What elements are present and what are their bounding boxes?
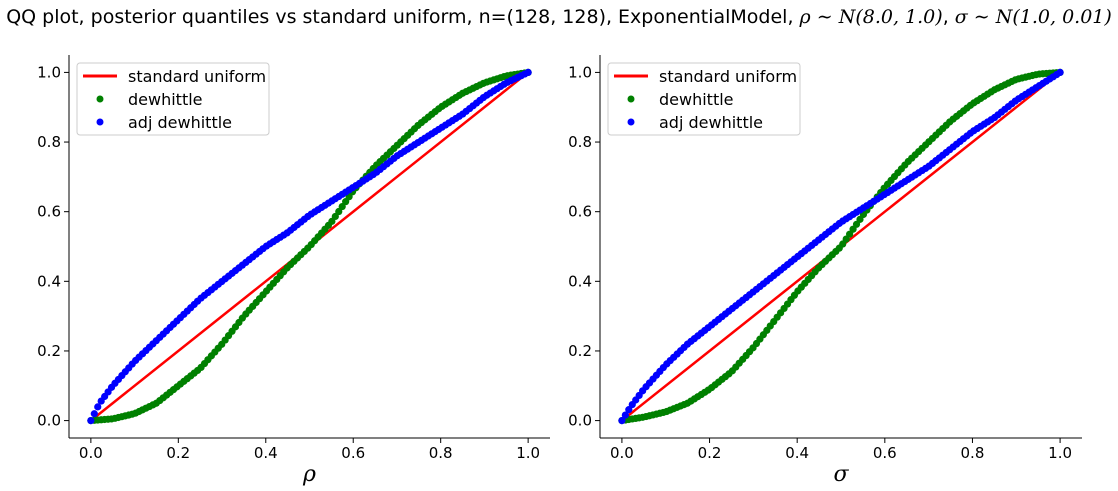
series-layer <box>87 68 532 425</box>
legend-entry-label: standard uniform <box>128 67 266 86</box>
x-tick-label: 0.6 <box>873 444 897 462</box>
legend-swatch-marker <box>96 118 104 126</box>
series-dewhittle <box>87 68 532 425</box>
x-tick-label: 0.8 <box>429 444 453 462</box>
legend-entry-label: dewhittle <box>659 90 734 109</box>
y-tick-label: 0.4 <box>37 272 61 290</box>
legend-entry-label: dewhittle <box>128 90 203 109</box>
x-tick-label: 0.0 <box>610 444 634 462</box>
panel-2: 0.0 0.2 0.4 0.6 0.8 1.0 0.0 0.2 0.4 0.6 0.8 1.0 σ sta… <box>568 55 1082 487</box>
x-tick-label: 1.0 <box>1048 444 1072 462</box>
legend-frame <box>76 62 270 136</box>
figure-title: QQ plot, posterior quantiles vs standard… <box>0 6 1118 28</box>
y-tick-label: 0.8 <box>568 133 592 151</box>
title-separator: , <box>942 6 955 28</box>
x-tick-label: 0.8 <box>961 444 985 462</box>
x-tick-label: 0.4 <box>785 444 809 462</box>
x-tick-label: 0.6 <box>341 444 365 462</box>
legend-swatch-marker <box>627 95 635 103</box>
y-tick-label: 0.0 <box>37 412 61 430</box>
data-point <box>621 411 629 419</box>
legend: standard uniform dewhittle adj dewhittle <box>76 62 270 136</box>
y-tick-label: 0.6 <box>568 203 592 221</box>
x-axis-label: ρ <box>302 462 316 487</box>
y-tick-label: 0.2 <box>37 342 61 360</box>
data-point <box>90 410 98 418</box>
legend-swatch-marker <box>627 118 635 126</box>
y-tick-label: 1.0 <box>568 63 592 81</box>
y-tick-label: 0.4 <box>568 272 592 290</box>
data-point <box>87 416 95 425</box>
legend-entry-label: standard uniform <box>659 67 797 86</box>
title-prefix: QQ plot, posterior quantiles vs standard… <box>6 6 800 28</box>
y-tick-label: 0.8 <box>37 133 61 151</box>
x-tick-label: 0.2 <box>698 444 722 462</box>
y-tick-label: 0.0 <box>568 412 592 430</box>
data-point <box>524 68 532 77</box>
legend-swatch-marker <box>96 95 104 103</box>
title-rho-prior: ρ ∼ N(8.0, 1.0) <box>799 6 943 28</box>
x-tick-label: 0.4 <box>254 444 278 462</box>
data-point <box>1056 68 1064 77</box>
legend: standard uniform dewhittle adj dewhittle <box>607 62 801 136</box>
x-axis-label: σ <box>833 462 849 487</box>
data-point <box>618 416 626 425</box>
legend-entry-label: adj dewhittle <box>128 113 232 132</box>
y-tick-label: 0.2 <box>568 342 592 360</box>
legend-frame <box>607 62 801 136</box>
series-layer <box>618 68 1064 425</box>
x-tick-label: 0.0 <box>79 444 103 462</box>
legend-entry-label: adj dewhittle <box>659 113 763 132</box>
x-tick-label: 1.0 <box>516 444 540 462</box>
panel-1: 0.0 0.2 0.4 0.6 0.8 1.0 0.0 0.2 0.4 0.6 0.8 1.0 ρ sta… <box>37 55 550 487</box>
data-point <box>625 406 633 414</box>
title-sigma-prior: σ ∼ N(1.0, 0.01) <box>954 6 1112 28</box>
x-tick-label: 0.2 <box>166 444 190 462</box>
series-adj-dewhittle <box>87 68 532 425</box>
data-point <box>94 403 102 411</box>
y-tick-label: 1.0 <box>37 63 61 81</box>
series-adj-dewhittle <box>618 68 1064 425</box>
y-tick-label: 0.6 <box>37 203 61 221</box>
